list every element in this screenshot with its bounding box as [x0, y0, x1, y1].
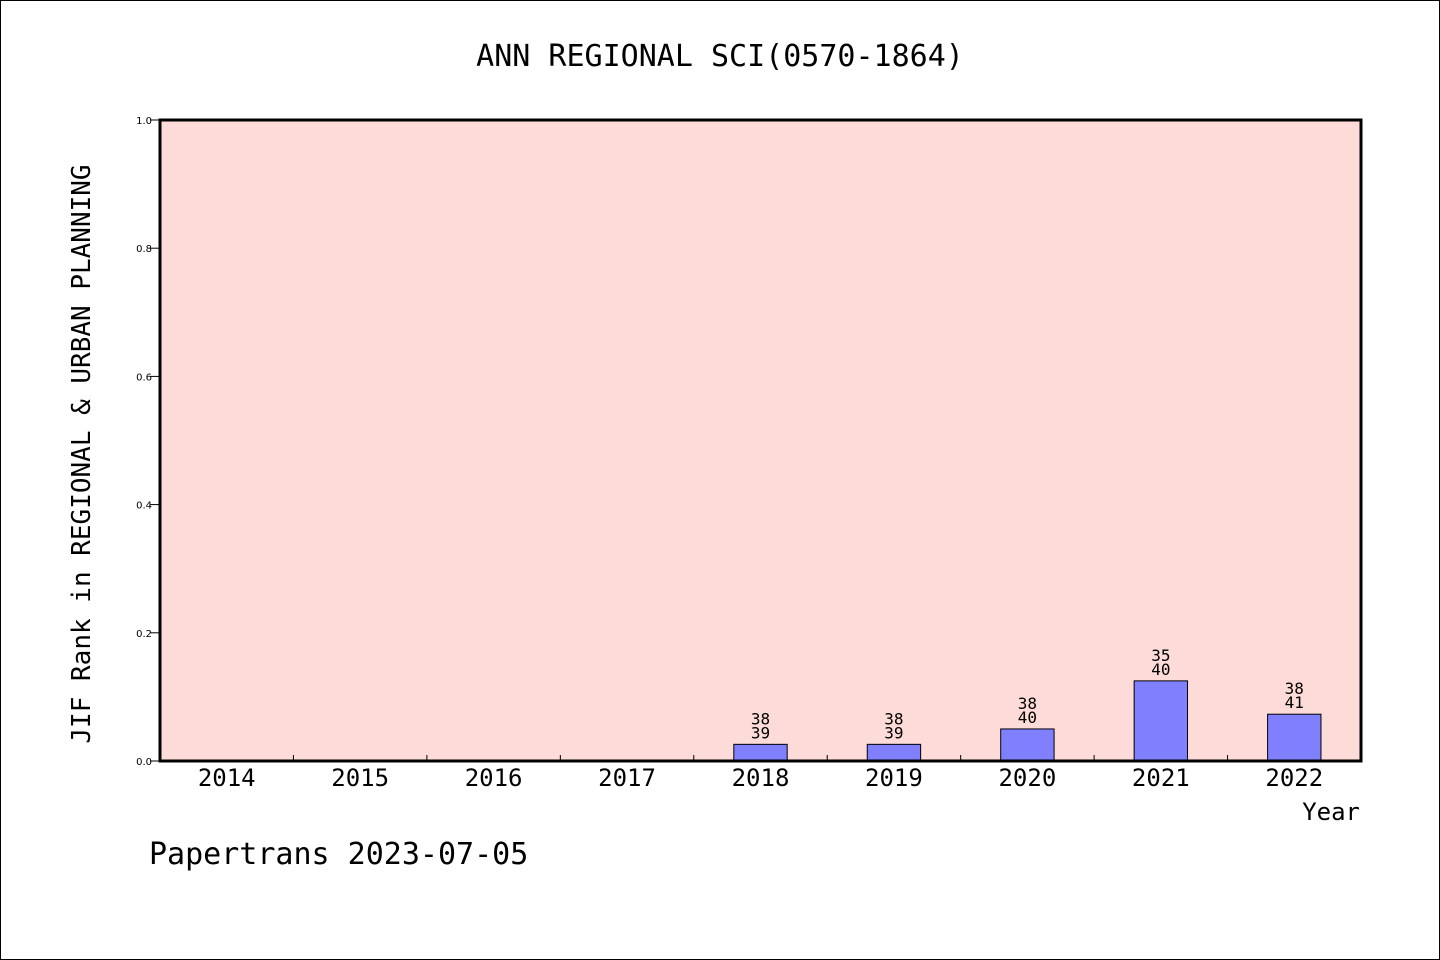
bar-label-total-2019: 39: [884, 723, 903, 742]
bar-label-rank-2021: 35: [1151, 646, 1170, 665]
x-tick-label-2021: 2021: [1132, 764, 1190, 792]
bar-label-rank-2020: 38: [1018, 694, 1037, 713]
x-tick-label-2019: 2019: [865, 764, 923, 792]
y-tick-label-1.0: 1.0: [136, 116, 152, 127]
x-tick-label-2016: 2016: [465, 764, 523, 792]
bar-label-rank-2022: 38: [1285, 679, 1304, 698]
x-tick-label-2015: 2015: [331, 764, 389, 792]
bar-label-total-2020: 40: [1018, 708, 1037, 727]
footer-text: Papertrans 2023-07-05: [149, 837, 528, 872]
bar-label-total-2021: 40: [1151, 660, 1170, 679]
x-tick-label-2020: 2020: [998, 764, 1056, 792]
x-axis-label: Year: [1302, 798, 1360, 826]
y-tick-label-0.8: 0.8: [136, 244, 152, 255]
y-axis-label: JIF Rank in REGIONAL & URBAN PLANNING: [67, 164, 97, 743]
y-tick-label-0.6: 0.6: [136, 372, 152, 383]
ticks-layer: 2014 2015 2016 2017 2018 2019 2020 2021 2022 0.0 0…: [136, 116, 1323, 792]
y-tick-label-0.2: 0.2: [136, 629, 152, 640]
bar-2020: [1000, 728, 1055, 762]
plot-area: [160, 120, 1361, 761]
bar-label-total-2018: 39: [751, 723, 770, 742]
x-tick-label-2022: 2022: [1265, 764, 1323, 792]
bar-2018: [733, 743, 788, 762]
x-tick-label-2014: 2014: [198, 764, 256, 792]
bar-label-total-2022: 41: [1285, 693, 1304, 712]
bar-2021: [1133, 680, 1189, 762]
bar-2022: [1267, 713, 1322, 762]
chart-title: ANN REGIONAL SCI(0570-1864): [476, 39, 964, 74]
bar-label-rank-2018: 38: [751, 709, 770, 728]
y-tick-label-0.0: 0.0: [136, 757, 152, 768]
plot-border: [158, 118, 1363, 763]
y-tick-label-0.4: 0.4: [136, 501, 152, 512]
bar-2019: [866, 743, 922, 762]
bar-label-rank-2019: 38: [884, 709, 903, 728]
x-tick-label-2018: 2018: [732, 764, 790, 792]
x-tick-label-2017: 2017: [598, 764, 656, 792]
